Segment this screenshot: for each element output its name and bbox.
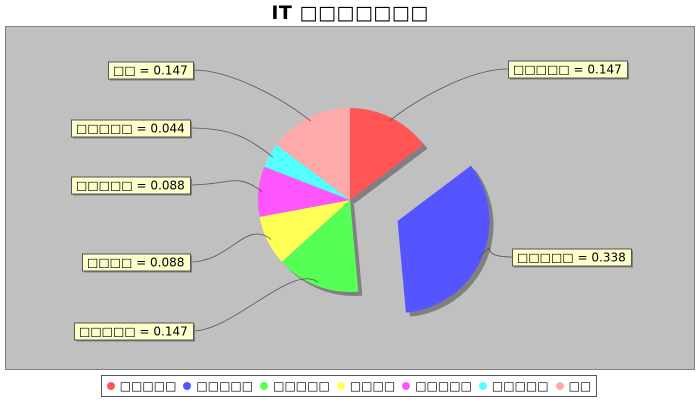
legend-item: □□□□□ (402, 379, 472, 393)
leader-lines (189, 68, 513, 332)
slice-label: □□ = 0.147 (113, 64, 188, 78)
legend-label: □□□□ (349, 379, 396, 393)
label-box (512, 248, 632, 267)
slice-label: □□□□ = 0.088 (87, 256, 184, 270)
legend-color-swatch (260, 382, 269, 390)
legend-label: □□ (568, 379, 592, 393)
legend-item: □□□□□ (478, 379, 549, 393)
pie-slice (264, 144, 350, 200)
legend-color-swatch (183, 382, 192, 390)
pie-slice (281, 200, 359, 292)
pie-chart: □□□□□ = 0.147 □□□□□ = 0.338 □□□□□ = 0.147 □… (5, 26, 695, 370)
legend-label: □□□□□ (196, 379, 254, 393)
legend-color-swatch (336, 382, 345, 390)
legend-color-swatch (478, 382, 487, 390)
legend-color-swatch (555, 382, 564, 390)
label-box (74, 322, 194, 341)
slice-label: □□□□□ = 0.338 (517, 251, 626, 265)
label-box (82, 253, 191, 272)
legend-item: □□ (555, 379, 592, 393)
pie-slices (258, 108, 490, 313)
leader-line (192, 69, 311, 122)
legend-label: □□□□□ (491, 379, 549, 393)
legend-item: □□□□□ (183, 379, 253, 393)
legend-item: □□□□ (336, 379, 396, 393)
legend-label: □□□□□ (415, 379, 472, 393)
leader-line (189, 127, 274, 158)
slice-label: □□□□□ = 0.147 (79, 325, 188, 339)
legend-item: □□□□□ (260, 379, 330, 393)
leader-line (189, 180, 263, 193)
label-box (508, 60, 628, 79)
slice-label: □□□□□ = 0.147 (513, 63, 622, 77)
slice-labels: □□□□□ = 0.147 □□□□□ = 0.338 □□□□□ = 0.147 □… (71, 60, 633, 342)
pie-slice (259, 200, 350, 262)
legend-color-swatch (106, 382, 115, 390)
legend-color-swatch (402, 382, 411, 390)
label-box (108, 61, 194, 80)
leader-line (189, 233, 272, 263)
label-box (71, 176, 191, 195)
pie-slice (258, 166, 350, 217)
pie-slice (350, 108, 424, 200)
chart-legend: □□□□□ □□□□□ □□□□□ □□□□ □□□□□ □□□□□ □□ (101, 375, 597, 397)
legend-label: □□□□□ (273, 379, 330, 393)
pie-slice (397, 165, 490, 313)
label-box (71, 119, 191, 138)
leader-line (192, 278, 319, 332)
slice-label: □□□□□ = 0.088 (76, 179, 185, 193)
pie-slice (276, 108, 350, 200)
chart-title: IT □□□□□□□ (271, 2, 429, 24)
legend-label: □□□□□ (119, 379, 177, 393)
slice-label: □□□□□ = 0.044 (76, 122, 185, 136)
leader-line (478, 247, 513, 258)
leader-line (389, 68, 509, 122)
legend-item: □□□□□ (106, 379, 177, 393)
